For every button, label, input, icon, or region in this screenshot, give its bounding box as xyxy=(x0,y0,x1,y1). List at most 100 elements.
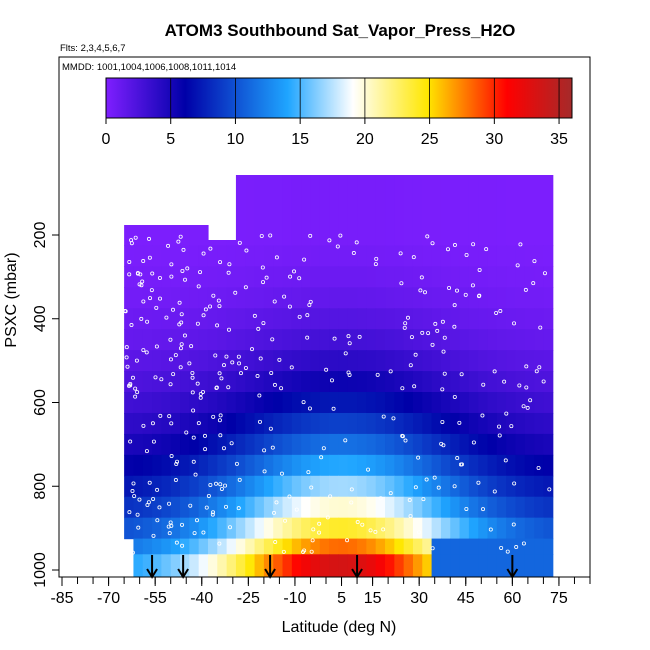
sample-point xyxy=(346,334,351,339)
heatmap-cell xyxy=(189,517,200,540)
heatmap-cell xyxy=(329,554,340,577)
sample-point xyxy=(400,433,405,438)
heatmap-cell xyxy=(263,287,274,309)
sample-point xyxy=(168,382,173,387)
heatmap-cell xyxy=(375,412,386,435)
heatmap-cell xyxy=(189,392,200,414)
heatmap-cell xyxy=(459,496,470,519)
x-axis-label: Latitude (deg N) xyxy=(282,619,397,636)
heatmap-cell xyxy=(543,287,554,309)
sample-point xyxy=(174,540,179,545)
heatmap-cell xyxy=(273,287,284,309)
sample-point xyxy=(481,507,486,512)
heatmap-cell xyxy=(170,392,181,414)
heatmap-cell xyxy=(282,538,293,555)
heatmap-cell xyxy=(394,266,405,288)
heatmap-cell xyxy=(450,517,461,540)
heatmap-cell xyxy=(394,475,405,498)
sample-point xyxy=(283,518,288,523)
heatmap-cell xyxy=(524,329,535,351)
heatmap-cell xyxy=(161,517,172,540)
heatmap-cell xyxy=(496,287,507,309)
sample-point xyxy=(166,524,171,529)
heatmap-cell xyxy=(524,350,535,372)
sample-point xyxy=(180,543,185,548)
heatmap-cell xyxy=(347,454,358,477)
heatmap-cell xyxy=(301,287,312,309)
sample-point xyxy=(521,541,526,546)
heatmap-cell xyxy=(319,371,330,393)
sample-point xyxy=(272,299,277,304)
heatmap-cell xyxy=(189,350,200,372)
sample-point xyxy=(129,323,134,328)
heatmap-cell xyxy=(338,496,349,519)
heatmap-cell xyxy=(515,371,526,393)
heatmap-cell xyxy=(226,475,237,498)
heatmap-cell xyxy=(357,412,367,435)
heatmap-cell xyxy=(338,475,349,498)
sample-point xyxy=(476,480,481,485)
sample-point xyxy=(417,530,422,535)
heatmap-cell xyxy=(487,412,498,435)
x-tick-label: 60 xyxy=(503,590,521,607)
sample-point xyxy=(135,271,140,276)
heatmap-cell xyxy=(468,371,479,393)
sample-point xyxy=(504,411,509,416)
heatmap-cell xyxy=(319,266,330,288)
heatmap-cell xyxy=(543,517,554,540)
sample-point xyxy=(306,470,311,475)
heatmap-cell xyxy=(338,433,349,456)
heatmap-cell xyxy=(161,496,172,519)
heatmap-cell xyxy=(198,475,209,498)
heatmap-cell xyxy=(459,412,470,435)
sample-point xyxy=(403,321,408,326)
heatmap-cell xyxy=(152,308,162,330)
heatmap-cell xyxy=(254,245,265,268)
heatmap-cell xyxy=(412,454,423,477)
sample-point xyxy=(309,485,314,490)
heatmap-cell xyxy=(338,517,349,540)
sample-point xyxy=(237,477,242,482)
heatmap-cell xyxy=(245,554,256,577)
sample-point xyxy=(281,549,286,554)
sample-point xyxy=(124,355,129,360)
sample-point xyxy=(538,325,543,330)
heatmap-cell xyxy=(534,175,545,247)
heatmap-cell xyxy=(431,554,442,577)
heatmap-cell xyxy=(385,496,395,519)
heatmap-cell xyxy=(440,538,451,555)
heatmap-cell xyxy=(403,392,414,414)
heatmap-cell xyxy=(385,538,395,555)
sample-point xyxy=(430,546,435,551)
heatmap-cell xyxy=(235,308,246,330)
heatmap-cell xyxy=(198,433,209,456)
sample-point xyxy=(229,441,234,446)
heatmap-cell xyxy=(394,517,405,540)
sample-point xyxy=(237,240,242,245)
heatmap-cell xyxy=(170,412,181,435)
sample-point xyxy=(373,262,378,267)
heatmap-cell xyxy=(142,496,153,519)
sample-point xyxy=(180,268,185,273)
heatmap-cell xyxy=(375,475,386,498)
heatmap-cell xyxy=(366,329,377,351)
heatmap-cell xyxy=(235,412,246,435)
sample-point xyxy=(464,506,469,511)
heatmap-cell xyxy=(319,454,330,477)
sample-point xyxy=(150,271,155,276)
sample-point xyxy=(133,235,138,240)
sample-point xyxy=(133,386,138,391)
heatmap-cell xyxy=(543,308,554,330)
heatmap-cell xyxy=(375,554,386,577)
sample-point xyxy=(492,369,497,374)
heatmap-cell xyxy=(412,538,423,555)
heatmap-cell xyxy=(412,412,423,435)
sample-point xyxy=(190,390,195,395)
sample-point xyxy=(503,458,508,463)
sample-point xyxy=(130,375,135,380)
heatmap-cell xyxy=(263,329,274,351)
heatmap-cell xyxy=(133,517,144,540)
sample-point xyxy=(351,251,356,256)
heatmap-cell xyxy=(282,287,293,309)
heatmap-cell xyxy=(422,517,433,540)
